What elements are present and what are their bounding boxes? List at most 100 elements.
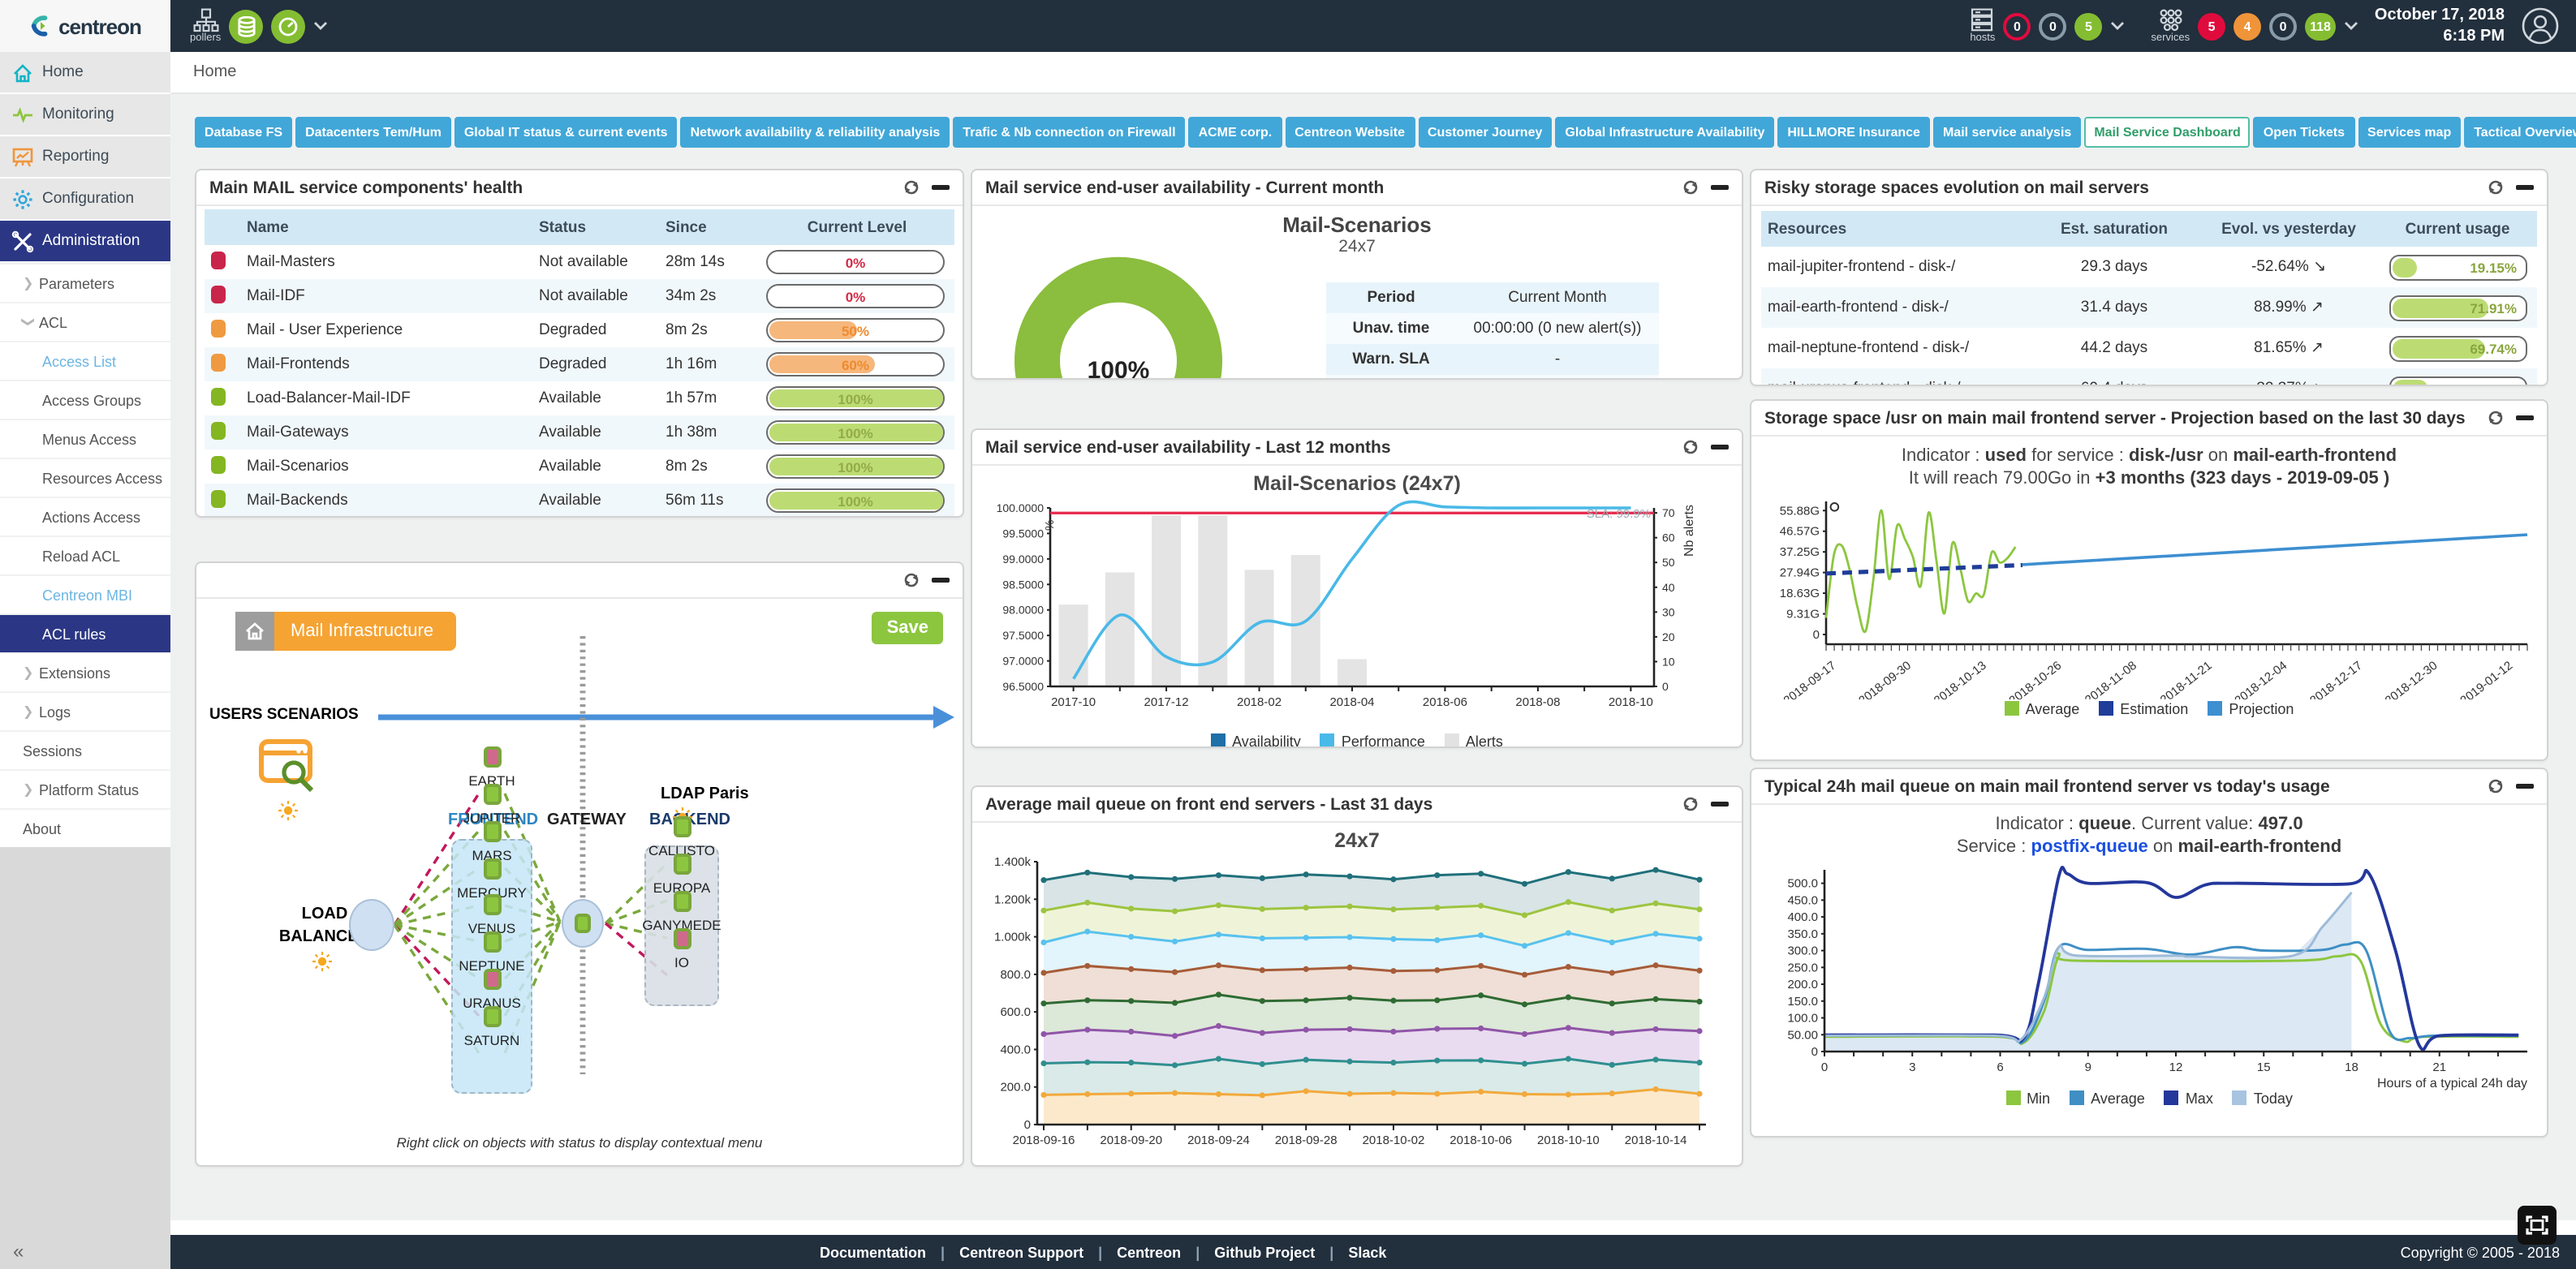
refresh-icon[interactable] [902, 179, 920, 196]
refresh-icon[interactable] [2487, 409, 2505, 427]
sidebar-collapse-button[interactable]: « [13, 1240, 24, 1263]
collapse-panel-icon[interactable] [2516, 784, 2534, 789]
refresh-icon[interactable] [1682, 795, 1699, 813]
sidebar-subitem-access-list[interactable]: Access List [0, 341, 170, 380]
tab-customer-journey[interactable]: Customer Journey [1418, 117, 1553, 148]
sidebar-subitem-about[interactable]: About [0, 808, 170, 847]
pollers-chevron-icon[interactable] [313, 21, 328, 31]
tab-global-infrastructure-availability[interactable]: Global Infrastructure Availability [1555, 117, 1775, 148]
host-node-uranus[interactable] [483, 969, 501, 990]
sidebar-subitem-sessions[interactable]: Sessions [0, 730, 170, 769]
tab-mail-service-analysis[interactable]: Mail service analysis [1932, 117, 2082, 148]
refresh-icon[interactable] [902, 571, 920, 589]
tab-services-map[interactable]: Services map [2358, 117, 2462, 148]
hosts-label: hosts [1970, 32, 1996, 44]
refresh-icon[interactable] [1682, 438, 1699, 456]
collapse-panel-icon[interactable] [932, 185, 950, 190]
sidebar-item-reporting[interactable]: Reporting [0, 136, 170, 177]
tab-acme-corp-[interactable]: ACME corp. [1188, 117, 1282, 148]
host-node-mercury[interactable] [483, 858, 501, 880]
user-avatar-icon[interactable] [2521, 6, 2560, 45]
tab-mail-service-dashboard[interactable]: Mail Service Dashboard [2084, 117, 2251, 148]
sidebar-subitem-reload-acl[interactable]: Reload ACL [0, 536, 170, 574]
tab-datacenters-tem-hum[interactable]: Datacenters Tem/Hum [295, 117, 451, 148]
collapse-panel-icon[interactable] [2516, 415, 2534, 420]
sidebar-subitem-centreon-mbi[interactable]: Centreon MBI [0, 574, 170, 613]
fullscreen-button[interactable] [2518, 1206, 2557, 1245]
collapse-panel-icon[interactable] [932, 578, 950, 583]
sidebar-subitem-actions-access[interactable]: Actions Access [0, 497, 170, 536]
footer-link-centreon[interactable]: Centreon [1117, 1244, 1182, 1260]
tab-tactical-overview[interactable]: Tactical Overview [2464, 117, 2576, 148]
sidebar-subitem-menus-access[interactable]: Menus Access [0, 419, 170, 458]
poller-database-icon[interactable] [229, 9, 264, 43]
refresh-icon[interactable] [2487, 777, 2505, 795]
services-count-badge[interactable]: 118 [2305, 12, 2336, 40]
host-node-io[interactable] [673, 928, 691, 949]
sidebar-item-monitoring[interactable]: Monitoring [0, 94, 170, 135]
hosts-count-badge[interactable]: 5 [2074, 12, 2103, 40]
diagram-breadcrumb[interactable]: Mail Infrastructure [235, 612, 457, 651]
svg-text:1.400k: 1.400k [994, 855, 1032, 869]
host-node-neptune[interactable] [483, 931, 501, 953]
services-chevron-icon[interactable] [2344, 21, 2358, 31]
services-count-badge[interactable]: 0 [2269, 12, 2298, 40]
tab-network-availability-reliability-analysis[interactable]: Network availability & reliability analy… [680, 117, 950, 148]
sidebar-item-configuration[interactable]: Configuration [0, 179, 170, 219]
services-count-badge[interactable]: 4 [2234, 12, 2262, 40]
tab-database-fs[interactable]: Database FS [195, 117, 293, 148]
sidebar-subitem-extensions[interactable]: ❯ Extensions [0, 652, 170, 691]
host-node-europa[interactable] [673, 854, 691, 875]
centreon-logo[interactable]: centreon [0, 0, 170, 52]
save-button[interactable]: Save [872, 612, 943, 644]
sidebar-subitem-logs[interactable]: ❯ Logs [0, 691, 170, 730]
host-node-mars[interactable] [483, 821, 501, 842]
host-node-ganymede[interactable] [673, 891, 691, 912]
tab-trafic-nb-connection-on-firewall[interactable]: Trafic & Nb connection on Firewall [953, 117, 1186, 148]
tab-open-tickets[interactable]: Open Tickets [2253, 117, 2355, 148]
sidebar-subitem-resources-access[interactable]: Resources Access [0, 458, 170, 497]
host-node-venus[interactable] [483, 894, 501, 915]
est-saturation: 44.2 days [2080, 339, 2148, 357]
collapse-panel-icon[interactable] [2516, 185, 2534, 190]
collapse-panel-icon[interactable] [1711, 185, 1729, 190]
hosts-count-badge[interactable]: 0 [2003, 12, 2031, 40]
risky-table-row: mail-jupiter-frontend - disk-/ 29.3 days -… [1761, 247, 2537, 287]
footer-link-slack[interactable]: Slack [1348, 1244, 1387, 1260]
sidebar-item-home[interactable]: Home [0, 52, 170, 92]
services-group[interactable]: services 5 4 0 118 [2151, 8, 2358, 45]
hosts-chevron-icon[interactable] [2110, 21, 2125, 31]
host-node-earth[interactable] [483, 746, 501, 768]
collapse-panel-icon[interactable] [1711, 802, 1729, 807]
tab-hillmore-insurance[interactable]: HILLMORE Insurance [1777, 117, 1930, 148]
home-icon[interactable] [235, 612, 274, 651]
footer-link-centreon-support[interactable]: Centreon Support [959, 1244, 1084, 1260]
component-name: Load-Balancer-Mail-IDF [247, 389, 411, 407]
hosts-count-badge[interactable]: 0 [2039, 12, 2067, 40]
sidebar-subitem-parameters[interactable]: ❯ Parameters [0, 263, 170, 302]
tab-centreon-website[interactable]: Centreon Website [1285, 117, 1415, 148]
gateway-node[interactable] [562, 899, 604, 948]
load-balancer-node[interactable] [349, 899, 394, 951]
services-count-badge[interactable]: 5 [2198, 12, 2226, 40]
footer-link-github-project[interactable]: Github Project [1214, 1244, 1316, 1260]
refresh-icon[interactable] [2487, 179, 2505, 196]
chevron-right-icon: ❯ [23, 782, 34, 797]
footer-link-documentation[interactable]: Documentation [820, 1244, 927, 1260]
tab-global-it-status-current-events[interactable]: Global IT status & current events [454, 117, 678, 148]
host-node-jupiter[interactable] [483, 784, 501, 805]
breadcrumb-home[interactable]: Home [193, 63, 237, 81]
sidebar-subitem-platform-status[interactable]: ❯ Platform Status [0, 769, 170, 808]
svg-text:60: 60 [1662, 531, 1675, 544]
collapse-panel-icon[interactable] [1711, 445, 1729, 450]
pollers-group[interactable]: pollers [190, 8, 328, 45]
host-node-saturn[interactable] [483, 1006, 501, 1027]
refresh-icon[interactable] [1682, 179, 1699, 196]
sidebar-subitem-acl-rules[interactable]: ACL rules [0, 613, 170, 652]
host-node-callisto[interactable] [673, 816, 691, 837]
poller-latency-icon[interactable] [271, 9, 306, 43]
sidebar-item-administration[interactable]: Administration [0, 221, 170, 261]
sidebar-subitem-acl[interactable]: ❯︎ ACL [0, 302, 170, 341]
sidebar-subitem-access-groups[interactable]: Access Groups [0, 380, 170, 419]
